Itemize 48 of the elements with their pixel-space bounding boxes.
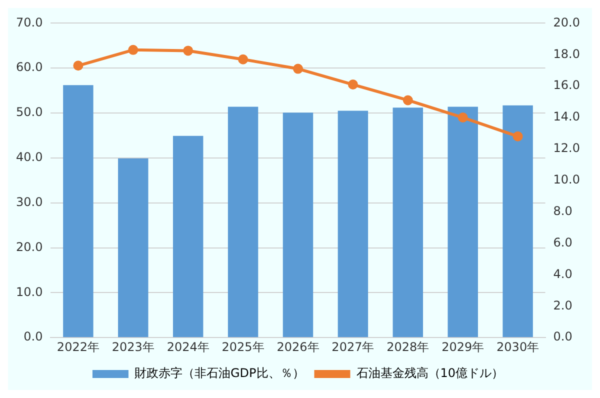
x-tick-label: 2026年 bbox=[276, 340, 320, 354]
legend-label: 石油基金残高（10億ドル） bbox=[356, 366, 504, 380]
legend-label: 財政赤字（非石油GDP比、％） bbox=[134, 366, 304, 380]
y2-tick-label: 4.0 bbox=[553, 266, 572, 281]
bar bbox=[118, 158, 148, 338]
point bbox=[293, 64, 303, 74]
y2-tick-label: 18.0 bbox=[553, 46, 580, 61]
point bbox=[402, 95, 413, 106]
x-tick-label: 2023年 bbox=[112, 340, 154, 354]
y-tick-label: 40.0 bbox=[16, 150, 43, 164]
bar bbox=[338, 110, 368, 338]
point bbox=[458, 112, 468, 123]
point bbox=[512, 131, 523, 142]
bar bbox=[172, 136, 204, 338]
point bbox=[128, 44, 138, 55]
x-tick-label: 2024年 bbox=[166, 340, 210, 354]
x-tick-label: 2028年 bbox=[386, 340, 430, 354]
point bbox=[183, 46, 194, 56]
y2-tick-label: 0.0 bbox=[553, 330, 572, 344]
y2-tick-label: 10.0 bbox=[553, 172, 580, 187]
y2-tick-label: 12.0 bbox=[553, 141, 580, 156]
point bbox=[348, 80, 358, 90]
y2-tick-label: 20.0 bbox=[553, 15, 580, 30]
x-tick-label: 2025年 bbox=[222, 340, 264, 354]
y-tick-label: 30.0 bbox=[16, 194, 43, 209]
x-tick-label: 2027年 bbox=[332, 340, 374, 354]
y2-tick-label: 6.0 bbox=[553, 235, 572, 250]
bar bbox=[228, 106, 258, 338]
bar bbox=[282, 112, 314, 338]
y-tick-label: 10.0 bbox=[16, 284, 43, 299]
bar bbox=[63, 85, 94, 338]
y2-tick-label: 16.0 bbox=[553, 78, 580, 92]
bar bbox=[392, 108, 424, 338]
y-tick-label: 20.0 bbox=[16, 240, 43, 254]
x-tick-label: 2030年 bbox=[496, 340, 540, 354]
y2-tick-label: 2.0 bbox=[553, 298, 572, 312]
x-tick-label: 2022年 bbox=[56, 340, 100, 354]
y-tick-label: 60.0 bbox=[16, 60, 43, 74]
point bbox=[73, 60, 84, 71]
x-tick-label: 2029年 bbox=[442, 340, 484, 354]
y-tick-label: 70.0 bbox=[16, 15, 43, 30]
point bbox=[238, 54, 248, 64]
y-tick-label: 0.0 bbox=[24, 330, 43, 344]
y2-tick-label: 14.0 bbox=[553, 110, 580, 124]
y-tick-label: 50.0 bbox=[16, 105, 43, 120]
bar bbox=[502, 105, 533, 338]
y2-tick-label: 8.0 bbox=[553, 204, 572, 218]
bar bbox=[448, 106, 478, 338]
